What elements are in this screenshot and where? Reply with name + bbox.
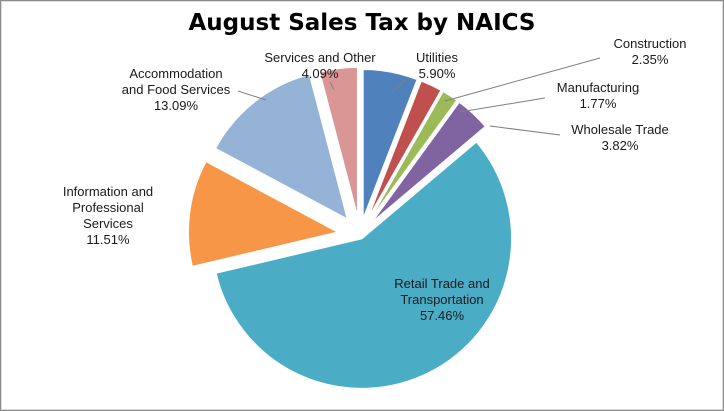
leader-line-construction bbox=[444, 57, 601, 102]
label-name: Manufacturing bbox=[557, 80, 639, 95]
chart-title: August Sales Tax by NAICS bbox=[188, 10, 536, 36]
label-name: Services and Other bbox=[264, 50, 376, 65]
label-value: 5.90% bbox=[419, 66, 456, 81]
label-utilities: Utilities 5.90% bbox=[416, 50, 458, 81]
slice-construction bbox=[366, 79, 443, 221]
label-name: Accommodation bbox=[129, 66, 222, 81]
label-construction: Construction 2.35% bbox=[614, 36, 687, 67]
label-value: 1.77% bbox=[580, 96, 617, 111]
label-value: 13.09% bbox=[154, 98, 199, 113]
label-name: Services bbox=[83, 216, 133, 231]
label-value: 57.46% bbox=[420, 308, 465, 323]
label-name: Information and bbox=[63, 184, 153, 199]
label-accommodation-food-services: Accommodation and Food Services 13.09% bbox=[122, 66, 231, 113]
leader-lines bbox=[237, 57, 601, 136]
leader-line-wholesale-trade bbox=[489, 125, 561, 136]
label-name: Retail Trade and bbox=[394, 276, 489, 291]
slice-information-professional-services bbox=[187, 160, 341, 268]
label-value: 2.35% bbox=[632, 52, 669, 67]
label-value: 11.51% bbox=[86, 232, 130, 247]
leader-line-accommodation-food-services bbox=[237, 90, 267, 101]
leader-line-manufacturing bbox=[459, 97, 546, 113]
slice-accommodation-food-services bbox=[214, 73, 349, 221]
label-manufacturing: Manufacturing 1.77% bbox=[557, 80, 639, 111]
slice-utilities bbox=[362, 68, 419, 220]
slice-labels: Utilities 5.90% Construction 2.35% Manufactu… bbox=[63, 36, 687, 323]
label-name: Wholesale Trade bbox=[571, 122, 669, 137]
label-retail-trade-transportation: Retail Trade and Transportation 57.46% bbox=[394, 276, 489, 323]
slice-manufacturing bbox=[368, 90, 459, 223]
label-wholesale-trade: Wholesale Trade 3.82% bbox=[571, 122, 669, 153]
slice-wholesale-trade bbox=[370, 101, 487, 224]
pie-slices bbox=[187, 66, 513, 390]
label-value: 3.82% bbox=[602, 138, 639, 153]
label-services-other: Services and Other 4.09% bbox=[264, 50, 376, 81]
label-name: Transportation bbox=[400, 292, 483, 307]
label-name: and Food Services bbox=[122, 82, 231, 97]
label-information-professional-services: Information and Professional Services 11.51… bbox=[63, 184, 153, 247]
label-value: 4.09% bbox=[302, 66, 339, 81]
label-name: Utilities bbox=[416, 50, 458, 65]
slice-retail-trade-transportation bbox=[214, 140, 513, 390]
label-name: Professional bbox=[72, 200, 144, 215]
label-name: Construction bbox=[614, 36, 687, 51]
slice-services-other bbox=[318, 66, 359, 218]
leader-line-services-other bbox=[329, 81, 335, 91]
leader-line-utilities bbox=[391, 79, 406, 93]
